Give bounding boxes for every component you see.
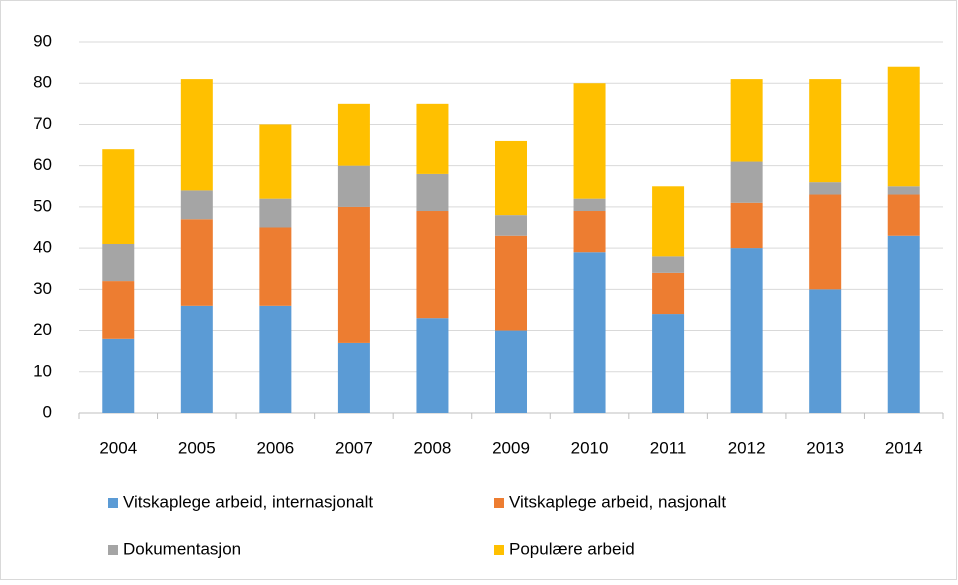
- x-tick-label: 2012: [728, 438, 766, 457]
- bar-segment: [259, 305, 292, 413]
- y-tick-label: 30: [33, 279, 52, 298]
- bar-segment: [652, 256, 685, 273]
- bar-segment: [887, 194, 920, 236]
- x-tick-label: 2010: [571, 438, 609, 457]
- x-tick-label: 2013: [806, 438, 844, 457]
- bar-segment: [337, 103, 370, 166]
- bar-segment: [180, 219, 213, 306]
- bar-segment: [416, 211, 449, 319]
- bar-segment: [495, 330, 527, 413]
- bar-segment: [416, 103, 449, 174]
- bar-segment: [259, 124, 292, 199]
- y-tick-label: 10: [33, 361, 52, 380]
- bar-segment: [102, 243, 135, 282]
- bar-segment: [887, 66, 920, 187]
- bar-segment: [337, 342, 370, 413]
- bar-segment: [730, 161, 763, 203]
- bar-segment: [416, 318, 449, 413]
- y-tick-label: 90: [33, 31, 52, 50]
- x-tick-label: 2006: [256, 438, 294, 457]
- x-tick-label: 2004: [99, 438, 137, 457]
- y-tick-label: 40: [33, 238, 52, 257]
- x-tick-label: 2005: [178, 438, 216, 457]
- legend-label: Vitskaplege arbeid, nasjonalt: [509, 492, 726, 511]
- bar-segment: [573, 252, 606, 413]
- bar-segment: [180, 190, 213, 220]
- bar-segment: [102, 149, 135, 244]
- bar-segment: [809, 182, 842, 195]
- bar-segment: [887, 186, 920, 195]
- x-tick-label: 2008: [414, 438, 452, 457]
- y-tick-label: 70: [33, 114, 52, 133]
- legend-swatch: [494, 498, 504, 508]
- x-tick-label: 2007: [335, 438, 373, 457]
- legend-label: Populære arbeid: [509, 539, 635, 558]
- y-tick-label: 80: [33, 73, 52, 92]
- bar-segment: [180, 305, 213, 413]
- bar-segment: [573, 211, 606, 253]
- x-tick-label: 2011: [650, 438, 687, 457]
- legend-label: Dokumentasjon: [123, 539, 241, 558]
- legend-swatch: [108, 545, 118, 555]
- y-tick-label: 60: [33, 155, 52, 174]
- bar-segment: [730, 248, 763, 413]
- legend-swatch: [494, 545, 504, 555]
- bar-segment: [495, 215, 527, 236]
- bar-segment: [259, 227, 292, 306]
- bar-segment: [809, 194, 842, 290]
- bar-segment: [102, 281, 135, 339]
- bar-segment: [652, 272, 685, 315]
- bar-segment: [337, 206, 370, 343]
- bar-segment: [259, 198, 292, 228]
- x-tick-label: 2009: [492, 438, 530, 457]
- legend-label: Vitskaplege arbeid, internasjonalt: [123, 492, 373, 511]
- bar-segment: [102, 338, 135, 413]
- bar-segment: [887, 235, 920, 413]
- bar-segment: [416, 173, 449, 212]
- bar-segment: [337, 165, 370, 207]
- bar-segment: [809, 79, 842, 183]
- bar-segment: [730, 79, 763, 162]
- bar-segment: [495, 235, 527, 331]
- bar-segment: [730, 202, 763, 249]
- bar-segment: [652, 314, 685, 413]
- bar-segment: [573, 198, 606, 212]
- legend-swatch: [108, 498, 118, 508]
- bar-segment: [495, 140, 527, 216]
- y-tick-label: 0: [43, 402, 52, 421]
- y-tick-label: 50: [33, 196, 52, 215]
- bar-segment: [652, 186, 685, 257]
- y-tick-label: 20: [33, 320, 52, 339]
- bar-segment: [180, 79, 213, 191]
- x-tick-label: 2014: [885, 438, 923, 457]
- bar-segment: [809, 289, 842, 413]
- bar-segment: [573, 83, 606, 199]
